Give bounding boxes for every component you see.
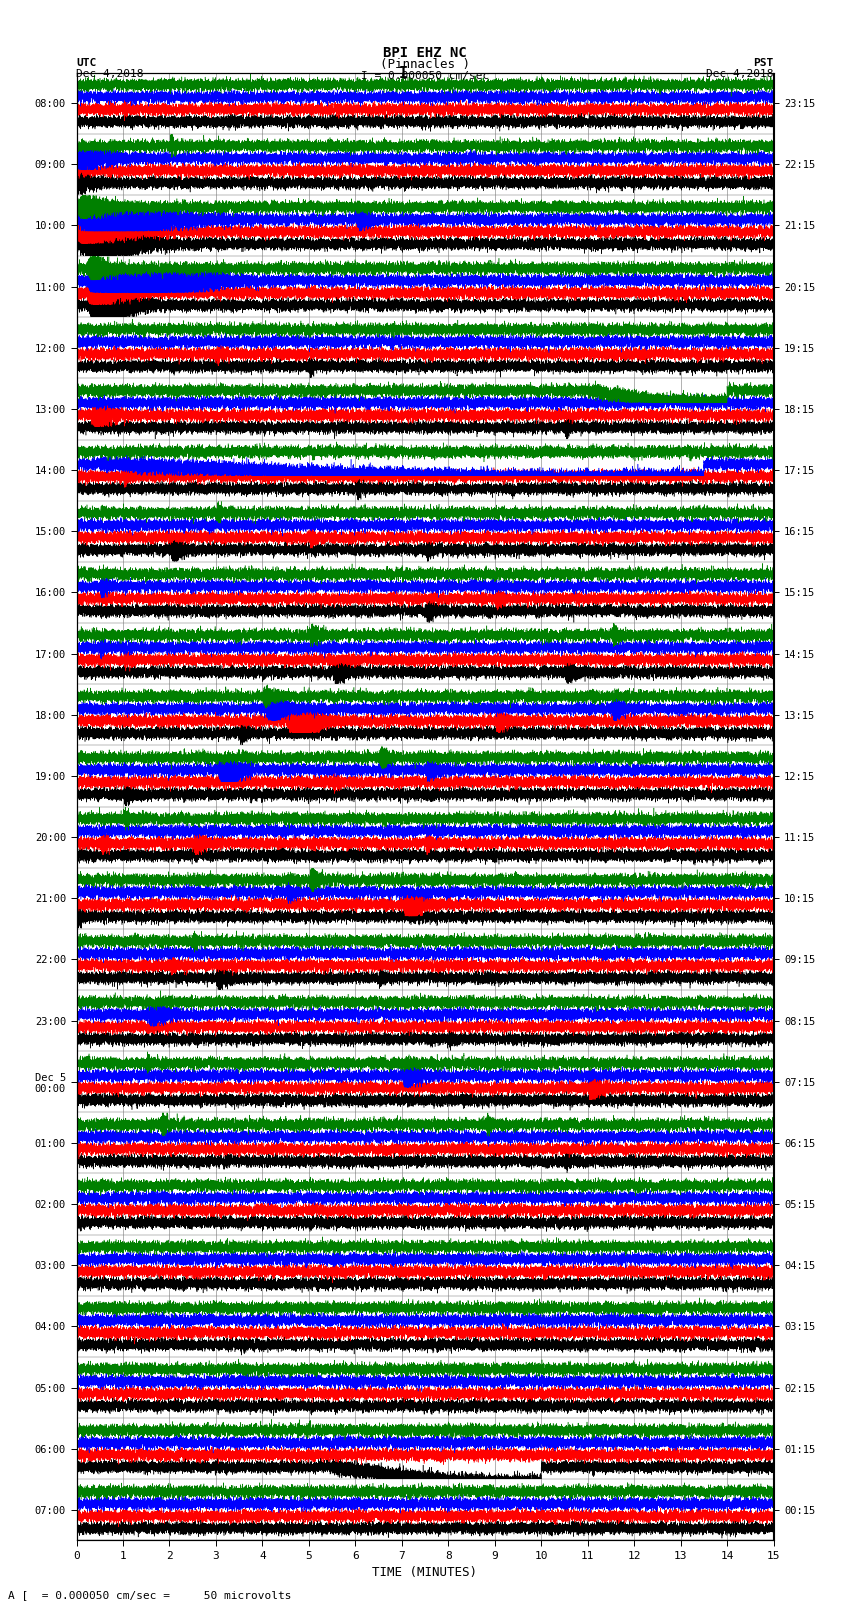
Text: I = 0.000050 cm/sec: I = 0.000050 cm/sec: [361, 71, 489, 81]
Text: UTC: UTC: [76, 58, 97, 68]
Text: (Pinnacles ): (Pinnacles ): [380, 58, 470, 71]
X-axis label: TIME (MINUTES): TIME (MINUTES): [372, 1566, 478, 1579]
Text: PST: PST: [753, 58, 774, 68]
Text: Dec 4,2018: Dec 4,2018: [76, 69, 144, 79]
Text: A [  = 0.000050 cm/sec =     50 microvolts: A [ = 0.000050 cm/sec = 50 microvolts: [8, 1590, 292, 1600]
Text: BPI EHZ NC: BPI EHZ NC: [383, 45, 467, 60]
Text: Dec 4,2018: Dec 4,2018: [706, 69, 774, 79]
Text: I: I: [400, 66, 408, 81]
